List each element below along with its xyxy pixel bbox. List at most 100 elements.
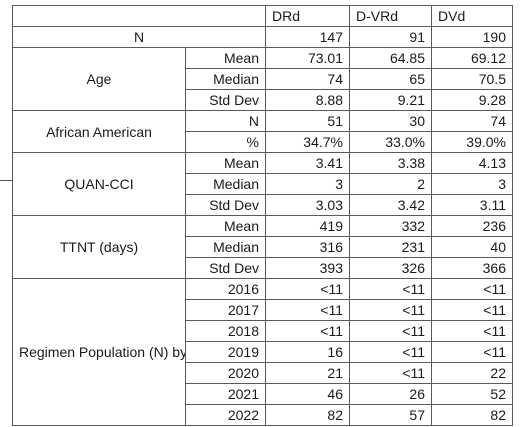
- table-row: 2021 46 26 52: [13, 383, 513, 405]
- n-row: N 147 91 190: [12, 26, 513, 48]
- value-cell-d-vrd: <11: [349, 341, 432, 363]
- group-label-african-american: African American: [12, 110, 186, 153]
- side-rule: [0, 180, 12, 181]
- value-cell-dvd: 9.28: [431, 89, 513, 111]
- table-row: Std Dev 393 326 366: [13, 257, 513, 279]
- value-cell-dvd: 22: [431, 362, 513, 384]
- value-cell-dvd: 3: [431, 173, 513, 195]
- value-cell-drd: 74: [265, 68, 350, 90]
- stat-label: 2018: [185, 320, 266, 342]
- table-row: 2022 82 57 82: [13, 404, 513, 426]
- stat-label: N: [185, 110, 266, 132]
- stat-label: Mean: [185, 152, 266, 174]
- value-cell-drd: 393: [265, 257, 350, 279]
- value-cell-d-vrd: 64.85: [349, 47, 432, 69]
- value-cell-d-vrd: <11: [349, 362, 432, 384]
- n-value-d-vrd: 91: [349, 26, 432, 48]
- group-label-ttnt-days: TTNT (days): [12, 215, 186, 279]
- table-row: Std Dev 3.03 3.42 3.11: [13, 194, 513, 216]
- stat-label: 2019: [185, 341, 266, 363]
- stat-label: 2021: [185, 383, 266, 405]
- column-header-d-vrd: D-VRd: [349, 5, 432, 27]
- value-cell-d-vrd: <11: [349, 320, 432, 342]
- value-cell-d-vrd: 332: [349, 215, 432, 237]
- value-cell-dvd: 82: [431, 404, 513, 426]
- value-cell-drd: 51: [265, 110, 350, 132]
- stat-label: %: [185, 131, 266, 153]
- stat-label: 2016: [185, 278, 266, 300]
- stat-label: Median: [185, 173, 266, 195]
- table-row: Regimen Population (N) by year2016<11<11…: [12, 278, 513, 426]
- value-cell-dvd: 74: [431, 110, 513, 132]
- value-cell-drd: 82: [265, 404, 350, 426]
- value-cell-d-vrd: 57: [349, 404, 432, 426]
- value-cell-dvd: 52: [431, 383, 513, 405]
- value-cell-dvd: 4.13: [431, 152, 513, 174]
- value-cell-drd: 8.88: [265, 89, 350, 111]
- value-cell-drd: 316: [265, 236, 350, 258]
- stat-label: Mean: [185, 47, 266, 69]
- table-row: % 34.7% 33.0% 39.0%: [13, 131, 513, 153]
- value-cell-dvd: 366: [431, 257, 513, 279]
- value-cell-dvd: <11: [431, 299, 513, 321]
- value-cell-drd: 16: [265, 341, 350, 363]
- value-cell-d-vrd: 326: [349, 257, 432, 279]
- value-cell-d-vrd: 65: [349, 68, 432, 90]
- table-row: QUAN-CCI Mean 3.41 3.38 4.13: [12, 152, 513, 216]
- value-cell-dvd: <11: [431, 278, 513, 300]
- table-row: 2019 16 <11 <11: [13, 341, 513, 363]
- value-cell-drd: <11: [265, 320, 350, 342]
- value-cell-drd: 34.7%: [265, 131, 350, 153]
- stat-label: Mean: [185, 215, 266, 237]
- value-cell-d-vrd: <11: [349, 299, 432, 321]
- value-cell-dvd: <11: [431, 320, 513, 342]
- value-cell-d-vrd: <11: [349, 278, 432, 300]
- value-cell-d-vrd: 33.0%: [349, 131, 432, 153]
- group-label-age: Age: [12, 47, 186, 111]
- table-row: 2018 <11 <11 <11: [13, 320, 513, 342]
- value-cell-dvd: 236: [431, 215, 513, 237]
- value-cell-dvd: <11: [431, 341, 513, 363]
- value-cell-dvd: 3.11: [431, 194, 513, 216]
- header-row: DRd D-VRd DVd: [12, 5, 513, 27]
- stat-label: Std Dev: [185, 257, 266, 279]
- stat-label: Std Dev: [185, 194, 266, 216]
- stat-label: Std Dev: [185, 89, 266, 111]
- value-cell-drd: 73.01: [265, 47, 350, 69]
- value-cell-drd: 46: [265, 383, 350, 405]
- value-cell-drd: <11: [265, 278, 350, 300]
- value-cell-dvd: 70.5: [431, 68, 513, 90]
- table-row: TTNT (days) Mean 419 332 236: [12, 215, 513, 279]
- table-row: Age Mean 73.01 64.85 69.12: [12, 47, 513, 111]
- value-cell-dvd: 69.12: [431, 47, 513, 69]
- value-cell-drd: 3.03: [265, 194, 350, 216]
- statistics-table: DRd D-VRd DVd N 147 91 190 Age Mean 73.01 6…: [12, 5, 513, 426]
- value-cell-drd: 21: [265, 362, 350, 384]
- n-value-drd: 147: [265, 26, 350, 48]
- table-row: 2017 <11 <11 <11: [13, 299, 513, 321]
- stat-label: 2022: [185, 404, 266, 426]
- column-header-drd: DRd: [265, 5, 350, 27]
- value-cell-drd: 3: [265, 173, 350, 195]
- value-cell-d-vrd: 3.42: [349, 194, 432, 216]
- group-label-quan-cci: QUAN-CCI: [12, 152, 186, 216]
- group-label-regimen-population-n-by-year: Regimen Population (N) by year: [12, 278, 186, 426]
- stat-label: 2017: [185, 299, 266, 321]
- value-cell-d-vrd: 26: [349, 383, 432, 405]
- n-value-dvd: 190: [431, 26, 513, 48]
- n-row-label: N: [12, 26, 266, 48]
- stat-label: Median: [185, 236, 266, 258]
- value-cell-drd: <11: [265, 299, 350, 321]
- value-cell-drd: 419: [265, 215, 350, 237]
- value-cell-dvd: 39.0%: [431, 131, 513, 153]
- statistics-table-body: DRd D-VRd DVd N 147 91 190 Age Mean 73.01 6…: [12, 5, 513, 426]
- value-cell-dvd: 40: [431, 236, 513, 258]
- column-header-dvd: DVd: [431, 5, 513, 27]
- value-cell-d-vrd: 30: [349, 110, 432, 132]
- value-cell-d-vrd: 231: [349, 236, 432, 258]
- stat-label: 2020: [185, 362, 266, 384]
- value-cell-d-vrd: 2: [349, 173, 432, 195]
- value-cell-drd: 3.41: [265, 152, 350, 174]
- header-blank-cell: [12, 5, 266, 27]
- table-row: African American N 51 30 74: [12, 110, 513, 153]
